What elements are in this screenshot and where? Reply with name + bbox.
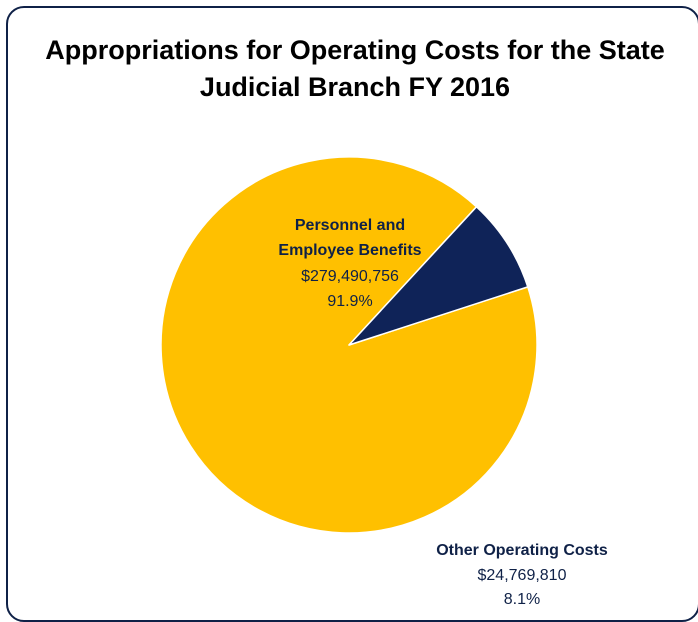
pie-slices bbox=[160, 156, 538, 534]
slice-amount-personnel: $279,490,756 bbox=[301, 268, 399, 285]
slice-label-other: Other Operating Costs $24,769,810 8.1% bbox=[436, 542, 608, 608]
chart-title-line-2: Judicial Branch FY 2016 bbox=[199, 72, 511, 102]
pie-slice-other bbox=[348, 206, 529, 346]
slice-amount-other: $24,769,810 bbox=[478, 567, 567, 584]
slice-label-personnel: Personnel and Employee Benefits $279,490… bbox=[278, 217, 421, 310]
chart-title-line-1: Appropriations for Operating Costs for t… bbox=[45, 35, 665, 65]
slice-name-other: Other Operating Costs bbox=[436, 542, 608, 559]
slice-name-line-personnel-2: Employee Benefits bbox=[278, 242, 421, 259]
slice-name-line-personnel-1: Personnel and bbox=[295, 217, 405, 234]
chart-title: Appropriations for Operating Costs for t… bbox=[20, 32, 690, 106]
slice-percent-personnel: 91.9% bbox=[327, 293, 372, 310]
slice-percent-other: 8.1% bbox=[504, 591, 540, 608]
